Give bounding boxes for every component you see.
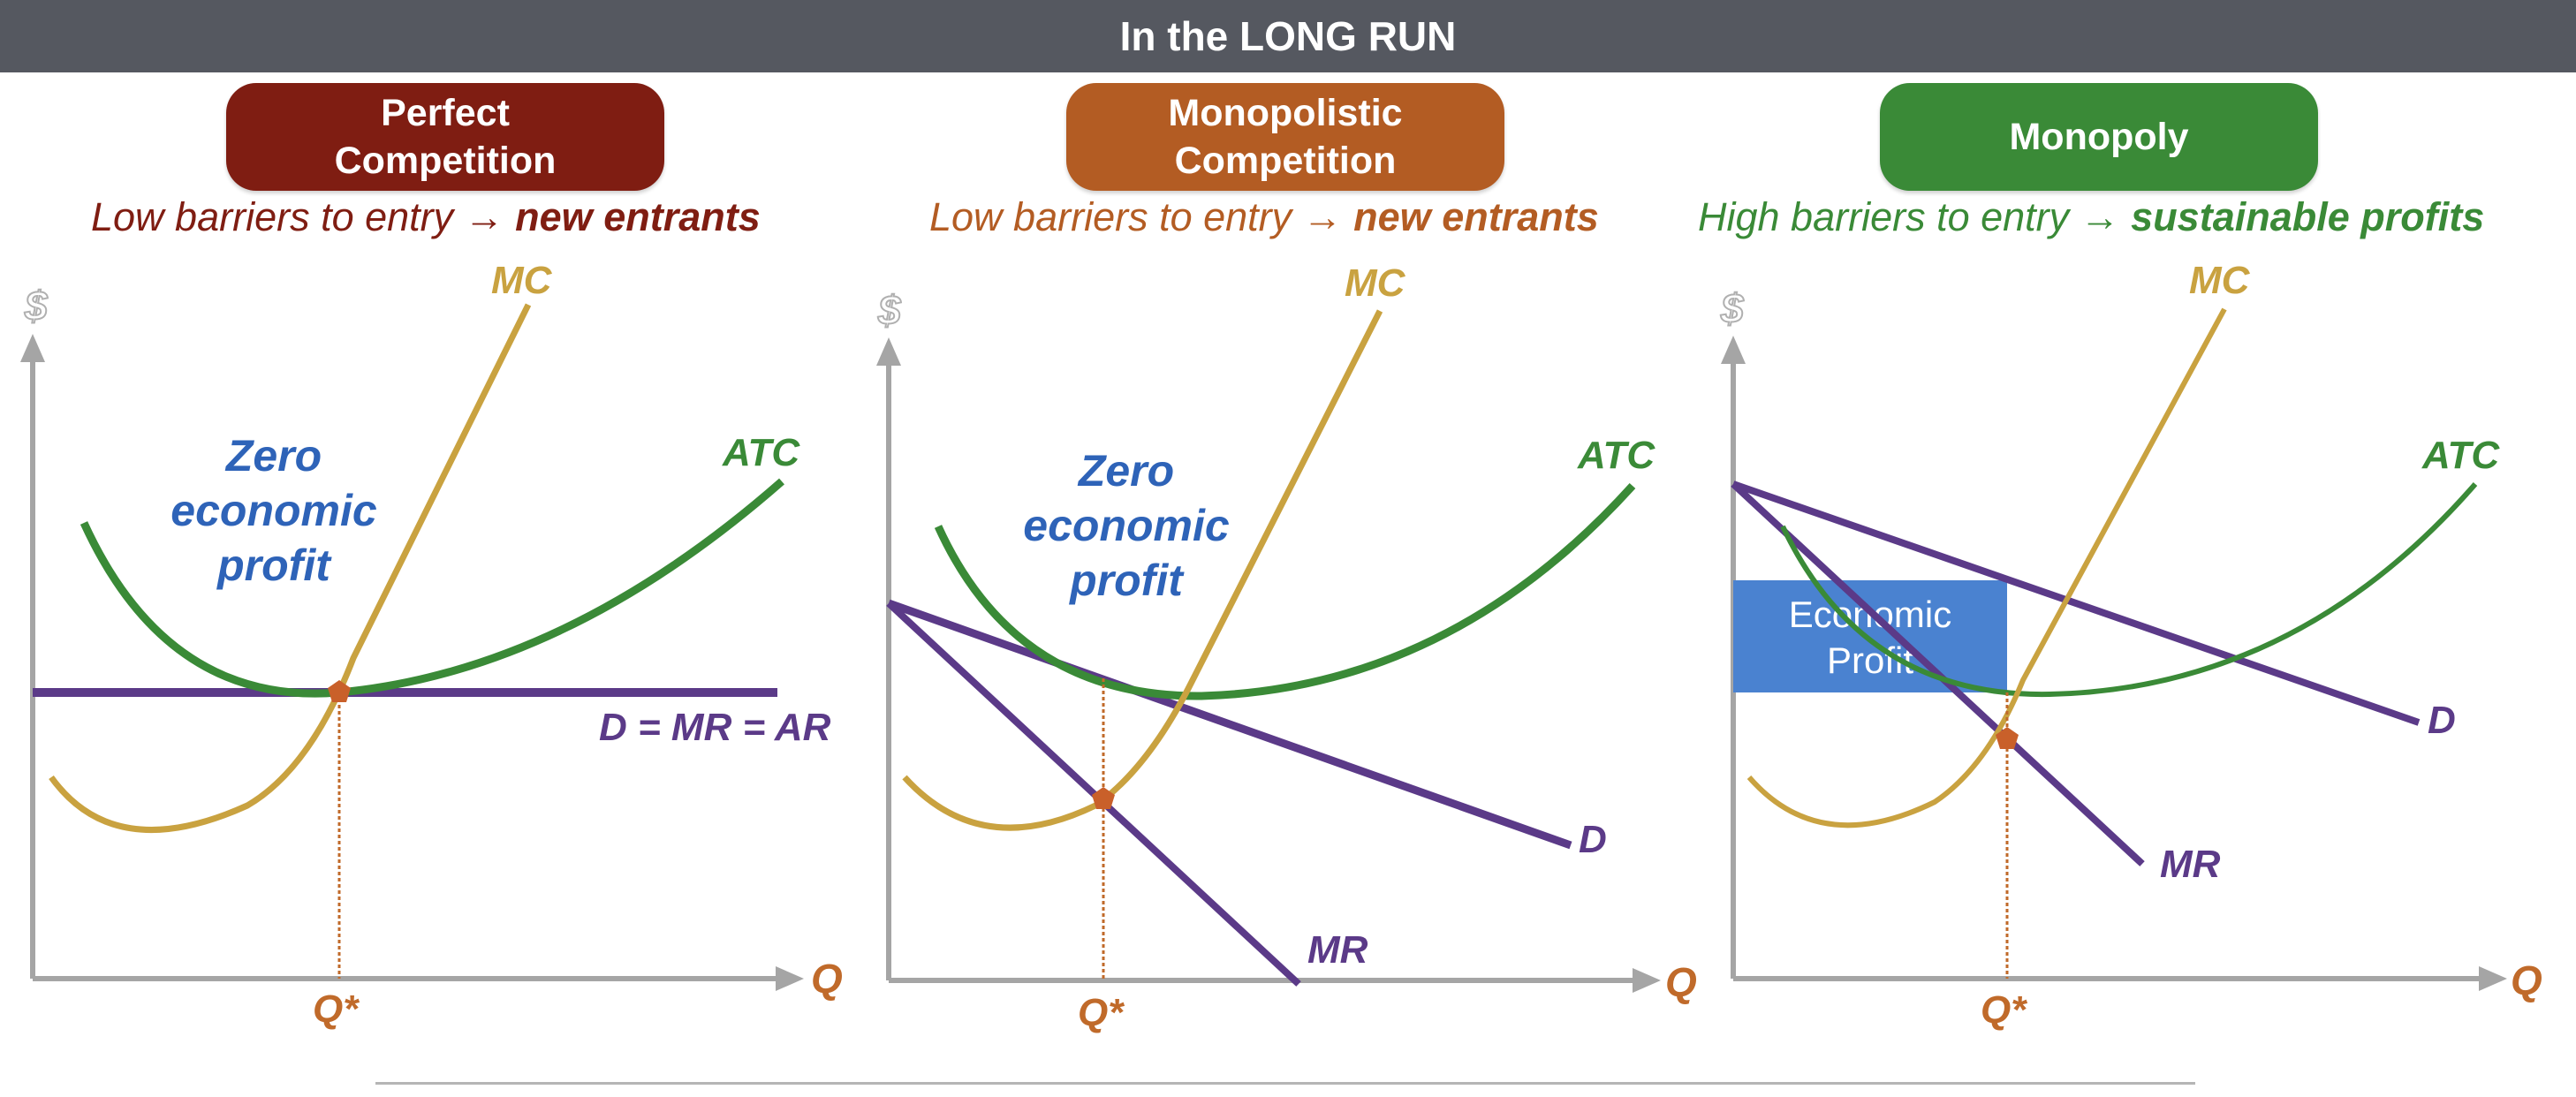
q-star-label: Q* bbox=[313, 987, 360, 1031]
atc-curve bbox=[934, 482, 1636, 700]
demand-line bbox=[1731, 480, 2421, 726]
annotation-line-3: profit bbox=[216, 541, 332, 590]
x-axis-arrow bbox=[776, 966, 804, 991]
panel-monopolistic-competition: $ Q MC ATC D MR Q* Zero economic profit bbox=[876, 261, 1697, 1034]
panel-perfect-competition: $ Q MC ATC D = MR = AR Q* Zero economic … bbox=[20, 259, 843, 1031]
mc-label: MC bbox=[491, 259, 553, 302]
mr-line bbox=[886, 601, 1301, 987]
y-axis-label: $ bbox=[24, 283, 48, 329]
y-axis-label: $ bbox=[1720, 285, 1744, 331]
q-star-label: Q* bbox=[1981, 988, 2027, 1032]
mc-curve bbox=[1746, 307, 2227, 828]
subtitle-monopoly: High barriers to entry → sustainable pro… bbox=[1698, 194, 2484, 240]
annotation-line-1: Zero bbox=[224, 431, 322, 480]
x-axis-label: Q bbox=[1665, 959, 1697, 1005]
subtitle-perfect-competition: Low barriers to entry → new entrants bbox=[91, 194, 761, 240]
title-monopoly: Monopoly bbox=[1880, 83, 2318, 191]
equilibrium-dot bbox=[1996, 727, 2019, 749]
subtitle-plain: Low barriers to entry → bbox=[91, 194, 516, 239]
subtitle-plain: Low barriers to entry → bbox=[929, 194, 1354, 239]
title-line-1: Perfect bbox=[381, 92, 510, 134]
mc-label: MC bbox=[1345, 261, 1406, 305]
atc-label: ATC bbox=[722, 431, 800, 474]
annotation-line-2: economic bbox=[1023, 501, 1230, 550]
mr-label: MR bbox=[1307, 928, 1368, 972]
x-axis-label: Q bbox=[2511, 957, 2542, 1003]
annotation-line-2: economic bbox=[170, 486, 377, 535]
title-line-1: Monopoly bbox=[2009, 116, 2189, 158]
demand-label: D = MR = AR bbox=[599, 706, 831, 749]
x-axis-arrow bbox=[2479, 966, 2507, 991]
annotation-line-1: Zero bbox=[1077, 446, 1174, 496]
mr-label: MR bbox=[2160, 843, 2221, 886]
title-line-2: Competition bbox=[1174, 140, 1397, 182]
q-star-label: Q* bbox=[1078, 991, 1125, 1034]
equilibrium-dot bbox=[1092, 787, 1115, 809]
subtitle-bold: new entrants bbox=[1353, 194, 1599, 239]
zero-profit-annotation: Zero economic profit bbox=[170, 431, 377, 590]
atc-label: ATC bbox=[2421, 434, 2500, 477]
bottom-divider bbox=[375, 1082, 2195, 1085]
title-perfect-competition: Perfect Competition bbox=[226, 83, 664, 191]
mr-line bbox=[1731, 481, 2145, 866]
panel-monopoly: $ Q Economic Profit MC ATC D MR Q* bbox=[1719, 259, 2542, 1032]
subtitle-bold: new entrants bbox=[515, 194, 761, 239]
annotation-line-3: profit bbox=[1068, 556, 1185, 605]
economic-profit-box bbox=[1733, 580, 2007, 692]
y-axis-label: $ bbox=[877, 287, 901, 333]
page-header: In the LONG RUN bbox=[0, 0, 2576, 72]
title-monopolistic-competition: Monopolistic Competition bbox=[1066, 83, 1504, 191]
subtitle-bold: sustainable profits bbox=[2131, 194, 2485, 239]
demand-label: D bbox=[1579, 818, 1607, 861]
y-axis-arrow bbox=[876, 337, 901, 366]
title-line-2: Competition bbox=[334, 140, 557, 182]
mc-label: MC bbox=[2189, 259, 2251, 302]
zero-profit-annotation: Zero economic profit bbox=[1023, 446, 1230, 605]
atc-curve bbox=[80, 478, 784, 698]
title-line-1: Monopolistic bbox=[1168, 92, 1403, 134]
demand-label: D bbox=[2428, 699, 2456, 742]
subtitle-monopolistic-competition: Low barriers to entry → new entrants bbox=[929, 194, 1599, 240]
atc-label: ATC bbox=[1577, 434, 1655, 477]
subtitle-plain: High barriers to entry → bbox=[1698, 194, 2132, 239]
y-axis-arrow bbox=[20, 334, 45, 362]
x-axis-label: Q bbox=[811, 956, 843, 1002]
demand-line bbox=[887, 599, 1572, 850]
x-axis-arrow bbox=[1633, 968, 1661, 993]
y-axis-arrow bbox=[1721, 336, 1746, 364]
mc-curve bbox=[49, 303, 532, 834]
page-title: In the LONG RUN bbox=[1119, 13, 1457, 59]
equilibrium-dot bbox=[328, 680, 351, 702]
atc-curve bbox=[1780, 482, 2478, 698]
